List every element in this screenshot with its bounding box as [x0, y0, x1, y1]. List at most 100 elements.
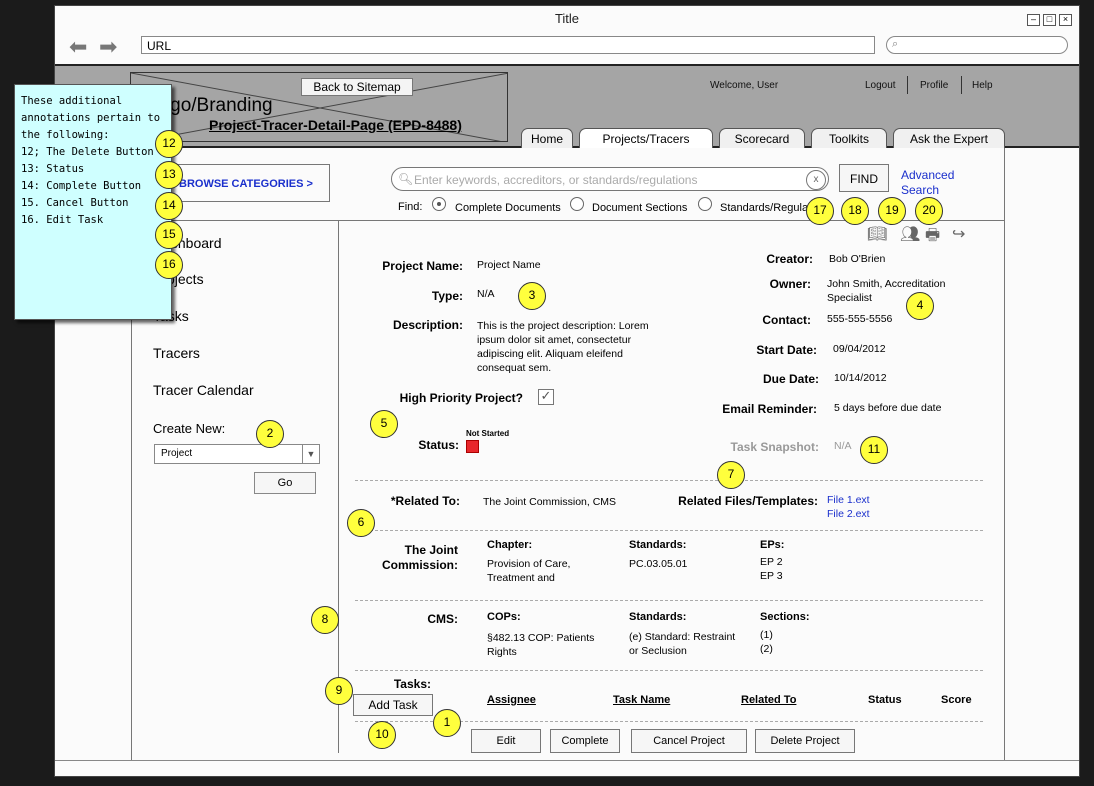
minimize-icon[interactable]: – [1027, 14, 1040, 26]
tab-scorecard[interactable]: Scorecard [719, 128, 805, 148]
users-icon[interactable]: 👥︎ [900, 226, 921, 243]
description-line: adipiscing elit. Aliquam eleifend [477, 348, 623, 360]
tab-projects-tracers[interactable]: Projects/Tracers [579, 128, 713, 148]
callout-marker: 7 [717, 461, 745, 489]
tasks-column-related-to[interactable]: Related To [741, 694, 797, 706]
share-icon[interactable]: ↪ [952, 226, 966, 243]
ep-item: EP 2 [760, 556, 783, 568]
callout-marker: 3 [518, 282, 546, 310]
logo-placeholder: Logo/Branding Project-Tracer-Detail-Page… [130, 72, 508, 142]
description-line: This is the project description: Lorem [477, 320, 649, 332]
description-line: ipsum dolor sit amet, consectetur [477, 334, 632, 346]
sidebar-item-tracers[interactable]: Tracers [153, 345, 200, 361]
tasks-column-task-name[interactable]: Task Name [613, 694, 671, 706]
contact-value: 555-555-5556 [827, 313, 893, 325]
cancel-project-button[interactable]: Cancel Project [631, 729, 747, 753]
callout-marker: 15 [155, 221, 183, 249]
radio-standards-regulations[interactable] [698, 197, 712, 211]
add-task-button[interactable]: Add Task [353, 694, 433, 716]
related-file-link[interactable]: File 2.ext [827, 508, 870, 520]
window-title: Title [554, 11, 580, 26]
type-value: N/A [477, 288, 495, 300]
dashed-divider [355, 480, 983, 481]
dashed-divider [355, 530, 983, 531]
find-label: Find: [398, 201, 423, 213]
email-reminder-label: Email Reminder: [722, 402, 817, 416]
find-button[interactable]: FIND [839, 164, 889, 192]
clear-search-button[interactable]: x [806, 170, 826, 190]
logo-text: Logo/Branding [149, 95, 273, 116]
callout-marker: 9 [325, 677, 353, 705]
related-file-link[interactable]: File 1.ext [827, 494, 870, 506]
maximize-icon[interactable]: □ [1043, 14, 1056, 26]
logout-link[interactable]: Logout [865, 80, 896, 91]
task-snapshot-value: N/A [834, 440, 852, 452]
radio-document-sections[interactable] [570, 197, 584, 211]
radio-complete-documents[interactable] [432, 197, 446, 211]
print-icon[interactable]: 🖶 [925, 227, 941, 244]
logo-cross-icon [131, 73, 507, 141]
chapter-value: Provision of Care, Treatment and [487, 557, 570, 585]
complete-button[interactable]: Complete [550, 729, 620, 753]
callout-marker: 18 [841, 197, 869, 225]
description-label: Description: [392, 318, 463, 332]
cms-standards-value: (e) Standard: Restraint or Seclusion [629, 630, 735, 658]
standards-header: Standards: [629, 539, 687, 551]
type-label: Type: [431, 289, 463, 303]
back-arrow-icon[interactable]: ⬅ [69, 34, 88, 59]
callout-marker: 10 [368, 721, 396, 749]
search-input[interactable]: 🔍︎ Enter keywords, accreditors, or stand… [391, 167, 829, 191]
section-item: (2) [760, 643, 773, 655]
description-line: consequat sem. [477, 362, 552, 374]
back-to-sitemap-button[interactable]: Back to Sitemap [301, 78, 413, 96]
sidebar-divider [338, 221, 339, 753]
forward-arrow-icon[interactable]: ➡ [99, 34, 118, 59]
owner-value: John Smith, Accreditation Specialist [827, 277, 967, 305]
owner-label: Owner: [769, 277, 811, 291]
link-divider [907, 76, 908, 94]
book-icon[interactable]: 📖︎ [867, 226, 888, 243]
section-divider [131, 220, 1005, 221]
site-header: Logo/Branding Project-Tracer-Detail-Page… [55, 64, 1079, 148]
search-icon: ⌕ [892, 38, 899, 50]
task-snapshot-label: Task Snapshot: [730, 440, 819, 454]
tab-ask-the-expert[interactable]: Ask the Expert [893, 128, 1005, 148]
owner-line: John Smith, Accreditation [827, 278, 946, 290]
sidebar-item-tracer-calendar[interactable]: Tracer Calendar [153, 382, 254, 398]
radio-label-complete-documents: Complete Documents [455, 202, 561, 214]
advanced-search-link[interactable]: Advanced Search [901, 168, 955, 197]
profile-link[interactable]: Profile [920, 80, 949, 91]
go-button[interactable]: Go [254, 472, 316, 494]
callout-marker: 2 [256, 420, 284, 448]
callout-marker: 6 [347, 509, 375, 537]
tab-toolkits[interactable]: Toolkits [811, 128, 887, 148]
high-priority-label: High Priority Project? [399, 391, 523, 405]
tasks-column-score: Score [941, 694, 972, 706]
start-date-label: Start Date: [756, 343, 817, 357]
high-priority-checkbox[interactable]: ✓ [538, 389, 554, 405]
browser-window: Title – □ × ⬅ ➡ URL ⌕ Logo/Branding Proj… [54, 5, 1080, 777]
callout-marker: 4 [906, 292, 934, 320]
chevron-down-icon: ▼ [302, 445, 319, 463]
edit-button[interactable]: Edit [471, 729, 541, 753]
due-date-value: 10/14/2012 [834, 372, 887, 384]
create-new-value: Project [161, 448, 193, 459]
close-icon[interactable]: × [1059, 14, 1072, 26]
callout-marker: 17 [806, 197, 834, 225]
link-divider [961, 76, 962, 94]
content-frame [131, 148, 1005, 760]
help-link[interactable]: Help [972, 80, 993, 91]
tasks-column-assignee[interactable]: Assignee [487, 694, 536, 706]
tab-home[interactable]: Home [521, 128, 573, 148]
delete-project-button[interactable]: Delete Project [755, 729, 855, 753]
create-new-select[interactable]: Project ▼ [154, 444, 320, 464]
url-field[interactable]: URL [141, 36, 875, 54]
browser-search-field[interactable]: ⌕ [886, 36, 1068, 54]
dashed-divider [355, 721, 983, 722]
sections-value: (1) (2) [760, 628, 773, 656]
browse-categories-button[interactable]: BROWSE CATEGORIES > [160, 164, 330, 202]
chapter-line: Provision of Care, [487, 558, 571, 570]
cops-header: COPs: [487, 611, 521, 623]
note-line: These additional [21, 95, 123, 107]
welcome-text: Welcome, User [710, 80, 779, 91]
